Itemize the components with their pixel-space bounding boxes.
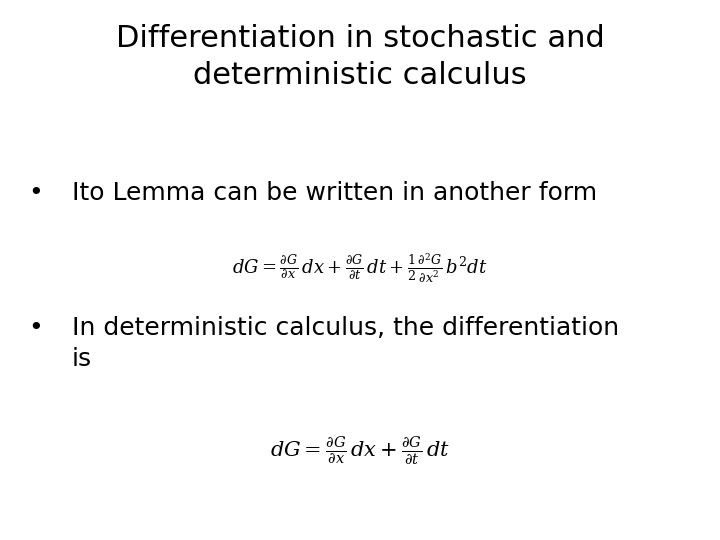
Text: •: • <box>29 316 43 340</box>
Text: $dG = \frac{\partial G}{\partial x}\,dx + \frac{\partial G}{\partial t}\,dt + \f: $dG = \frac{\partial G}{\partial x}\,dx … <box>232 251 488 285</box>
Text: Differentiation in stochastic and
deterministic calculus: Differentiation in stochastic and determ… <box>116 24 604 90</box>
Text: In deterministic calculus, the differentiation
is: In deterministic calculus, the different… <box>72 316 619 370</box>
Text: Ito Lemma can be written in another form: Ito Lemma can be written in another form <box>72 181 597 205</box>
Text: $dG = \frac{\partial G}{\partial x}\,dx + \frac{\partial G}{\partial t}\,dt$: $dG = \frac{\partial G}{\partial x}\,dx … <box>270 435 450 467</box>
Text: •: • <box>29 181 43 205</box>
